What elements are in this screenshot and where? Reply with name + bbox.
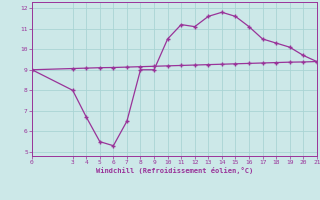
X-axis label: Windchill (Refroidissement éolien,°C): Windchill (Refroidissement éolien,°C): [96, 167, 253, 174]
